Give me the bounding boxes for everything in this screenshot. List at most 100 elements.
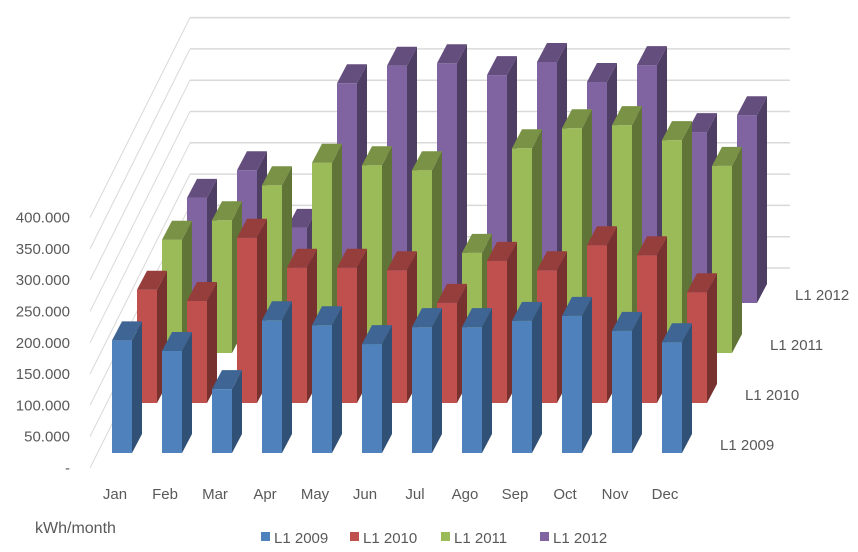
legend-label: L1 2009	[274, 530, 328, 547]
bar-top-face	[287, 248, 317, 268]
bar-l1-2010-feb	[187, 281, 217, 403]
bar-front-face	[112, 340, 132, 453]
bar-top-face	[337, 64, 367, 84]
bar-l1-2009-apr	[262, 301, 292, 453]
bar-side-face	[632, 311, 642, 453]
gridline-left-wall	[89, 111, 191, 312]
gridline-left-wall	[89, 17, 191, 218]
series-axis-label: L1 2012	[795, 287, 849, 304]
bar-side-face	[432, 308, 442, 453]
legend-swatch	[441, 532, 450, 541]
bar-side-face	[582, 296, 592, 453]
bar-side-face	[282, 301, 292, 453]
bar-side-face	[182, 331, 192, 453]
legend: L1 2009 L1 2010 L1 2011 L1 2012	[261, 530, 607, 547]
y-tick-label: 250.000	[16, 304, 70, 321]
bar-top-face	[187, 281, 217, 301]
y-tick-label: -	[65, 460, 70, 477]
series-axis-label: L1 2011	[770, 337, 823, 354]
y-tick-label: 100.000	[16, 397, 70, 414]
gridline-left-wall	[89, 142, 191, 344]
bar-top-face	[237, 151, 267, 171]
y-axis-label: kWh/month	[35, 520, 116, 537]
bar-top-face	[362, 325, 392, 345]
x-tick-label: Feb	[152, 486, 178, 503]
legend-label: L1 2010	[363, 530, 417, 547]
bar-top-face	[537, 251, 567, 271]
bar-top-face	[212, 370, 242, 390]
x-tick-label: Nov	[602, 486, 629, 503]
bar-l1-2009-jul	[412, 308, 442, 453]
bar-top-face	[312, 143, 342, 163]
legend-item: L1 2011	[441, 530, 507, 547]
bar-l1-2009-feb	[162, 331, 192, 453]
y-tick-label: 200.000	[16, 335, 70, 352]
bar-side-face	[457, 44, 467, 303]
bar-top-face	[662, 121, 692, 141]
bar-top-face	[637, 236, 667, 256]
bar-top-face	[262, 166, 292, 186]
gridline-left-wall	[89, 79, 191, 281]
legend-label: L1 2012	[553, 530, 607, 547]
bar-top-face	[312, 306, 342, 326]
bar-top-face	[687, 273, 717, 293]
bar-l1-2009-nov	[612, 311, 642, 453]
bar-top-face	[662, 323, 692, 343]
gridline-left-wall	[89, 48, 191, 250]
bar-l1-2009-ago	[462, 308, 492, 453]
x-tick-label: Apr	[253, 486, 276, 503]
bar-front-face	[212, 389, 232, 453]
bar-top-face	[587, 63, 617, 83]
x-tick-label: Dec	[652, 486, 679, 503]
bar-front-face	[512, 320, 532, 453]
y-tick-label: 300.000	[16, 272, 70, 289]
bar-top-face	[237, 218, 267, 238]
bar-front-face	[362, 344, 382, 453]
bar-top-face	[462, 308, 492, 328]
bar-top-face	[587, 226, 617, 246]
bar-l1-2009-may	[312, 306, 342, 453]
y-axis-tick-labels: - 50.000 100.000 150.000 200.000 250.000 300.0…	[16, 210, 70, 477]
bar-l1-2009-dec	[662, 323, 692, 453]
series-axis-label: L1 2010	[745, 387, 799, 404]
bar-side-face	[707, 273, 717, 403]
x-tick-label: Jul	[405, 486, 424, 503]
bar-top-face	[187, 178, 217, 198]
bar-side-face	[532, 301, 542, 453]
bar-top-face	[512, 129, 542, 149]
legend-label: L1 2011	[454, 530, 507, 547]
bar-top-face	[412, 308, 442, 328]
bar-l1-2009-jan	[112, 321, 142, 453]
bar-top-face	[462, 233, 492, 253]
bar-front-face	[562, 315, 582, 453]
bar-front-face	[262, 320, 282, 453]
x-tick-label: Mar	[202, 486, 228, 503]
bar-side-face	[482, 308, 492, 453]
bar-top-face	[562, 296, 592, 316]
bar-l1-2010-nov	[637, 236, 667, 403]
legend-swatch	[350, 532, 359, 541]
bar-top-face	[387, 46, 417, 66]
bar-l1-2009-jun	[362, 325, 392, 453]
x-tick-label: Oct	[553, 486, 577, 503]
bar-l1-2009-sep	[512, 301, 542, 453]
bar-top-face	[437, 283, 467, 303]
bar-side-face	[732, 146, 742, 353]
bar-top-face	[262, 301, 292, 321]
x-tick-label: Jun	[353, 486, 377, 503]
x-tick-label: Sep	[502, 486, 529, 503]
bar-top-face	[487, 241, 517, 261]
x-tick-label: May	[301, 486, 330, 503]
bar-top-face	[387, 251, 417, 271]
bar-top-face	[412, 151, 442, 171]
bar-front-face	[462, 327, 482, 453]
legend-item: L1 2010	[350, 530, 417, 547]
bar-front-face	[312, 325, 332, 453]
y-tick-label: 150.000	[16, 366, 70, 383]
bar-side-face	[132, 321, 142, 453]
x-axis-tick-labels: Jan Feb Mar Apr May Jun Jul Ago Sep Oct Nov Dec	[103, 486, 679, 503]
y-tick-label: 400.000	[16, 210, 70, 227]
bar-top-face	[212, 201, 242, 221]
